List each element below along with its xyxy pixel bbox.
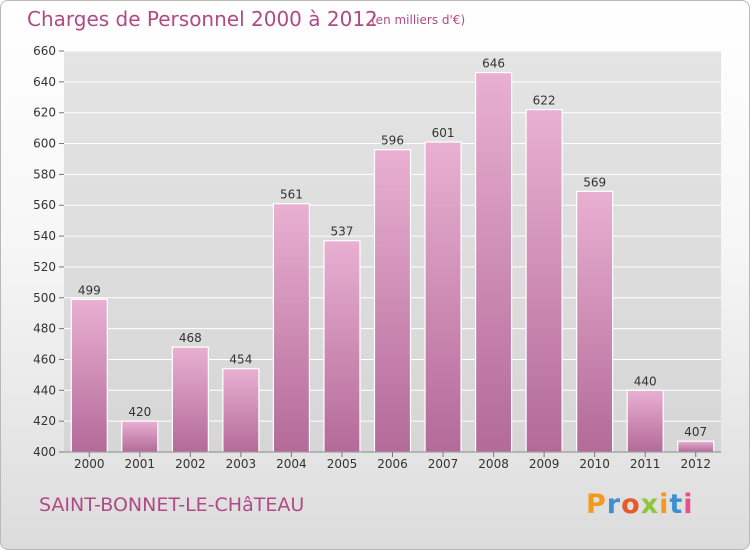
logo-letter: i <box>659 489 670 520</box>
bar <box>677 440 715 453</box>
bar <box>323 240 361 453</box>
bar-value-label: 407 <box>684 425 707 439</box>
bar-value-label: 537 <box>331 225 354 239</box>
x-tick-label: 2012 <box>680 457 711 471</box>
y-tick-label: 560 <box>33 198 56 212</box>
y-tick-label: 580 <box>33 167 56 181</box>
bar <box>272 203 311 453</box>
logo-letter: r <box>606 489 622 520</box>
x-axis-ticks: 2000 2001 2002 2003 2004 2005 2006 2007 2008 2009… <box>64 451 721 471</box>
y-tick-label: 600 <box>33 137 56 151</box>
bar <box>626 389 664 453</box>
bar <box>576 190 614 453</box>
logo-letter: P <box>586 489 607 520</box>
bar <box>474 71 513 453</box>
logo-letter: x <box>640 489 660 520</box>
x-tick-label: 2005 <box>327 457 358 471</box>
bar-value-label: 499 <box>78 283 101 297</box>
bar-value-label: 569 <box>583 175 606 189</box>
x-tick-label: 2010 <box>579 457 610 471</box>
logo-letter: o <box>621 489 641 520</box>
y-tick-label: 440 <box>33 383 56 397</box>
bar-value-label: 420 <box>128 405 151 419</box>
y-tick-label: 500 <box>33 291 56 305</box>
x-tick-label: 2006 <box>377 457 408 471</box>
chart-subtitle: (en milliers d'€) <box>371 13 466 27</box>
y-axis-ticks: 400 420 440 460 480 500 520 540 560 580 600 620 640 6… <box>33 44 64 459</box>
bar <box>525 109 563 453</box>
x-tick-label: 2004 <box>276 457 307 471</box>
bar-value-label: 468 <box>179 331 202 345</box>
bar <box>424 141 462 453</box>
bar-value-label: 596 <box>381 134 404 148</box>
x-tick-label: 2008 <box>478 457 509 471</box>
x-tick-label: 2007 <box>428 457 459 471</box>
bar-value-label: 440 <box>634 374 657 388</box>
bar <box>70 298 108 453</box>
y-tick-label: 420 <box>33 414 56 428</box>
bar <box>222 368 260 453</box>
x-tick-label: 2003 <box>226 457 257 471</box>
x-tick-label: 2011 <box>630 457 661 471</box>
logo-letter: t <box>669 489 684 520</box>
bar-value-label: 561 <box>280 188 303 202</box>
y-tick-label: 480 <box>33 322 56 336</box>
place-name: SAINT-BONNET-LE-CHâTEAU <box>39 494 305 516</box>
y-tick-label: 460 <box>33 352 56 366</box>
y-tick-label: 640 <box>33 75 56 89</box>
bar <box>121 420 159 453</box>
bar-value-label: 646 <box>482 57 505 71</box>
bar <box>171 346 209 453</box>
proxiti-logo: Proxiti <box>586 489 694 520</box>
bar-value-label: 622 <box>533 94 556 108</box>
x-tick-label: 2001 <box>125 457 156 471</box>
bar-value-labels: 499 420 468 454 561 537 596 601 646 622 569 440 407 <box>78 57 707 440</box>
y-tick-label: 400 <box>33 445 56 459</box>
bar-value-label: 454 <box>229 353 252 367</box>
bar-value-label: 601 <box>432 126 455 140</box>
y-tick-label: 520 <box>33 260 56 274</box>
y-tick-label: 540 <box>33 229 56 243</box>
x-tick-label: 2002 <box>175 457 206 471</box>
chart-title: Charges de Personnel 2000 à 2012 <box>27 7 378 31</box>
logo-letter: i <box>683 489 694 520</box>
y-tick-label: 660 <box>33 44 56 58</box>
x-tick-label: 2009 <box>529 457 560 471</box>
x-tick-label: 2000 <box>74 457 105 471</box>
y-tick-label: 620 <box>33 106 56 120</box>
bar <box>373 149 412 453</box>
